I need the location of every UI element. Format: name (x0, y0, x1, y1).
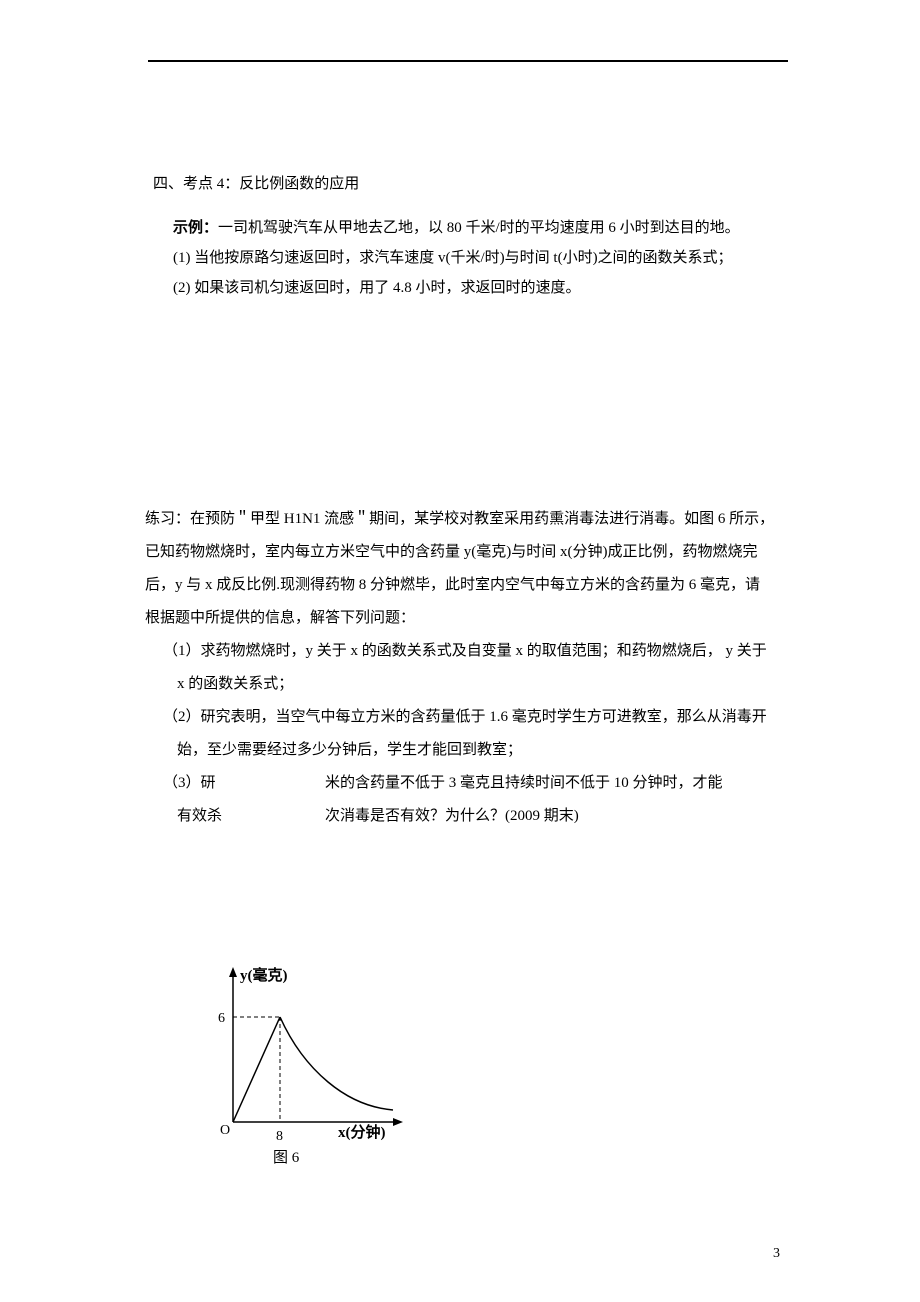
practice-p1: 练习：在预防＂甲型 H1N1 流感＂期间，某学校对教室采用药熏消毒法进行消毒。如… (145, 503, 790, 536)
x-axis-label: x(分钟) (338, 1123, 386, 1141)
section-heading: 四、考点 4：反比例函数的应用 (153, 172, 790, 193)
example-line-3: (2) 如果该司机匀速返回时，用了 4.8 小时，求返回时的速度。 (173, 273, 790, 303)
practice-block: 练习：在预防＂甲型 H1N1 流感＂期间，某学校对教室采用药熏消毒法进行消毒。如… (145, 503, 790, 833)
practice-p3: 后，y 与 x 成反比例.现测得药物 8 分钟燃毕，此时室内空气中每立方米的含药… (145, 569, 790, 602)
practice-p2: 已知药物燃烧时，室内每立方米空气中的含药量 y(毫克)与时间 x(分钟)成正比例… (145, 536, 790, 569)
chart-svg: O y(毫克) x(分钟) 6 8 图 6 (198, 962, 418, 1172)
y-axis-arrow (229, 967, 237, 977)
y-tick-6: 6 (218, 1011, 225, 1026)
inverse-curve (280, 1017, 393, 1110)
chart-caption: 图 6 (273, 1149, 300, 1166)
practice-p4: 根据题中所提供的信息，解答下列问题： (145, 602, 790, 635)
question-2-line-2: 始，至少需要经过多少分钟后，学生才能回到教室； (177, 734, 790, 767)
question-3-left-2: 有效杀 (177, 808, 222, 824)
example-line-2: (1) 当他按原路匀速返回时，求汽车速度 v(千米/时)与时间 t(小时)之间的… (173, 243, 790, 273)
origin-label: O (220, 1123, 230, 1138)
page-number: 3 (773, 1246, 780, 1262)
example-block: 示例：一司机驾驶汽车从甲地去乙地，以 80 千米/时的平均速度用 6 小时到达目… (173, 213, 790, 303)
proportional-line (233, 1017, 280, 1122)
example-line-1-text: 一司机驾驶汽车从甲地去乙地，以 80 千米/时的平均速度用 6 小时到达目的地。 (218, 220, 740, 236)
example-label: 示例： (173, 220, 218, 236)
example-line-1: 示例：一司机驾驶汽车从甲地去乙地，以 80 千米/时的平均速度用 6 小时到达目… (173, 213, 790, 243)
question-2-line-1: （2）研究表明，当空气中每立方米的含药量低于 1.6 毫克时学生方可进教室，那么… (163, 701, 790, 734)
chart-figure-6: O y(毫克) x(分钟) 6 8 图 6 (198, 962, 418, 1172)
question-3-right-1: 米的含药量不低于 3 毫克且持续时间不低于 10 分钟时，才能 (325, 767, 723, 800)
x-tick-8: 8 (276, 1129, 283, 1144)
question-3-line-1: （3）研 米的含药量不低于 3 毫克且持续时间不低于 10 分钟时，才能 (163, 767, 790, 800)
question-1-line-1: （1）求药物燃烧时，y 关于 x 的函数关系式及自变量 x 的取值范围；和药物燃… (163, 635, 790, 668)
top-horizontal-rule (148, 60, 788, 62)
y-axis-label: y(毫克) (240, 966, 288, 984)
question-3-prefix: （3）研 (163, 775, 216, 791)
question-3-line-2: 有效杀 次消毒是否有效？为什么？(2009 期末) (177, 800, 790, 833)
question-3-right-2: 次消毒是否有效？为什么？(2009 期末) (325, 800, 579, 833)
x-axis-arrow (393, 1118, 403, 1126)
question-1-line-2: x 的函数关系式； (177, 668, 790, 701)
